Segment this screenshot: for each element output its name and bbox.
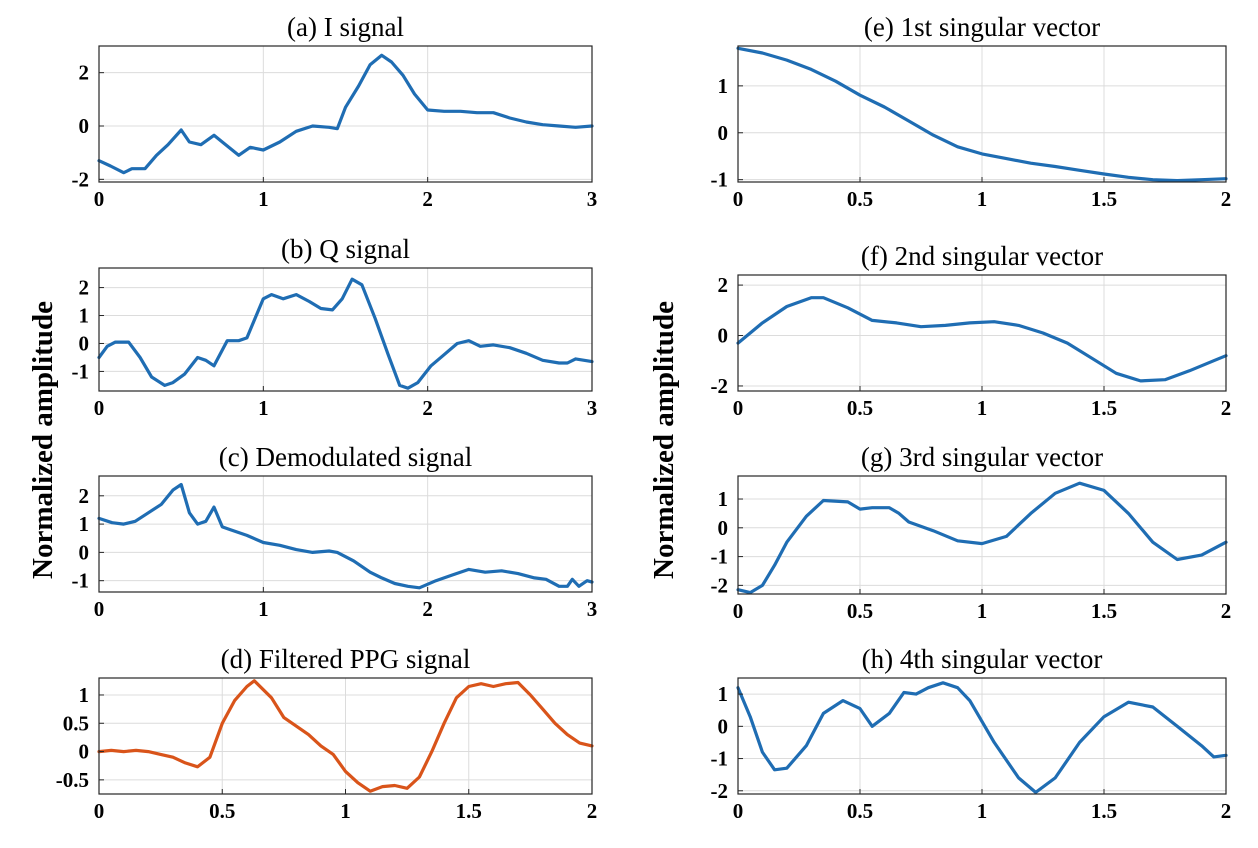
x-tick-label: 0 [94, 799, 105, 823]
chart-title: (h) 4th singular vector [862, 644, 1103, 674]
y-tick-label: -2 [72, 167, 90, 191]
x-tick-label: 1.5 [1091, 799, 1117, 823]
y-tick-label: -2 [711, 374, 729, 398]
x-tick-label: 0 [94, 597, 105, 621]
y-tick-label: 0.5 [63, 711, 89, 735]
series-line [736, 681, 1228, 795]
x-tick-label: 3 [587, 187, 598, 211]
y-tick-label: 0 [718, 324, 729, 348]
x-tick-label: 0 [94, 187, 105, 211]
y-tick-label: 0 [718, 714, 729, 738]
plot-frame [98, 267, 593, 392]
chart-title: (f) 2nd singular vector [861, 241, 1103, 271]
x-tick-label: 0 [94, 396, 105, 420]
x-tick-label: 2 [422, 396, 433, 420]
y-tick-label: -2 [711, 779, 729, 803]
x-tick-label: 2 [1221, 396, 1232, 420]
y-tick-label: -1 [711, 168, 729, 192]
plot-frame [98, 45, 593, 183]
y-tick-label: 1 [79, 304, 90, 328]
x-tick-label: 2 [422, 597, 433, 621]
y-tick-label: 2 [718, 273, 729, 297]
y-axis-label-right: Normalized amplitude [648, 301, 680, 579]
x-tick-label: 1.5 [1091, 396, 1117, 420]
y-tick-label: 0 [79, 114, 90, 138]
x-tick-label: 0 [733, 599, 744, 623]
x-tick-label: 2 [1221, 599, 1232, 623]
y-tick-label: 2 [79, 61, 90, 85]
x-tick-label: 1 [258, 187, 269, 211]
series-line [97, 482, 594, 590]
y-tick-label: 0 [79, 331, 90, 355]
series-line [97, 679, 594, 793]
y-tick-label: -1 [711, 747, 729, 771]
y-tick-label: 1 [718, 487, 729, 511]
y-tick-label: -1 [72, 569, 90, 593]
x-tick-label: 3 [587, 597, 598, 621]
x-tick-label: 0.5 [209, 799, 235, 823]
x-tick-label: 0.5 [847, 396, 873, 420]
y-tick-label: -1 [711, 545, 729, 569]
x-tick-label: 1 [258, 597, 269, 621]
x-tick-label: 0 [733, 799, 744, 823]
y-tick-label: 1 [718, 682, 729, 706]
y-tick-label: -0.5 [56, 768, 89, 792]
x-tick-label: 3 [587, 396, 598, 420]
x-tick-label: 0.5 [847, 187, 873, 211]
x-tick-label: 1.5 [1091, 599, 1117, 623]
chart-title: (d) Filtered PPG signal [221, 644, 471, 674]
x-tick-label: 1 [977, 799, 988, 823]
y-tick-label: 1 [79, 683, 90, 707]
x-tick-label: 0.5 [847, 599, 873, 623]
x-tick-label: 0 [733, 396, 744, 420]
y-tick-label: -2 [711, 573, 729, 597]
y-tick-label: 2 [79, 276, 90, 300]
x-tick-label: 0.5 [847, 799, 873, 823]
x-tick-label: 1 [977, 599, 988, 623]
x-tick-label: 1 [977, 396, 988, 420]
chart-title: (c) Demodulated signal [219, 442, 472, 472]
y-tick-label: 1 [718, 74, 729, 98]
x-tick-label: 1.5 [456, 799, 482, 823]
chart-title: (g) 3rd singular vector [861, 442, 1103, 472]
y-tick-label: 0 [79, 740, 90, 764]
x-tick-label: 1 [977, 187, 988, 211]
series-line [736, 46, 1228, 183]
series-line [736, 296, 1228, 383]
y-axis-label-left: Normalized amplitude [27, 301, 59, 579]
y-tick-label: 2 [79, 484, 90, 508]
x-tick-label: 1.5 [1091, 187, 1117, 211]
chart-title: (a) I signal [287, 12, 404, 42]
chart-title: (e) 1st singular vector [864, 12, 1100, 42]
y-tick-label: -1 [72, 359, 90, 383]
plot-frame [98, 475, 593, 593]
y-tick-label: 0 [79, 540, 90, 564]
x-tick-label: 1 [340, 799, 351, 823]
x-tick-label: 2 [587, 799, 598, 823]
series-line [97, 53, 594, 175]
x-tick-label: 1 [258, 396, 269, 420]
y-tick-label: 0 [718, 121, 729, 145]
x-tick-label: 2 [1221, 187, 1232, 211]
y-tick-label: 0 [718, 516, 729, 540]
series-line [736, 481, 1228, 595]
chart-title: (b) Q signal [281, 234, 410, 264]
x-tick-label: 2 [422, 187, 433, 211]
series-line [97, 277, 594, 390]
y-tick-label: 1 [79, 512, 90, 536]
chart-h: (h) 4th singular vector 0 0.5 1 1.5 2 -2 -1 0 1 [711, 644, 1232, 823]
chart-g: (g) 3rd singular vector 0 0.5 1 1.5 2 -2 -1 0 1 [711, 442, 1232, 623]
x-tick-label: 2 [1221, 799, 1232, 823]
x-tick-label: 0 [733, 187, 744, 211]
